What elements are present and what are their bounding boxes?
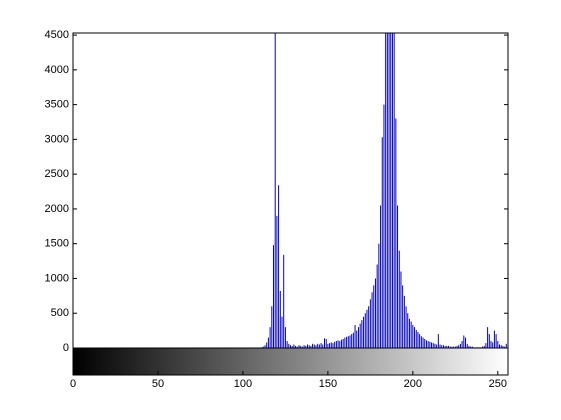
y-tick-label: 1500 bbox=[45, 238, 69, 250]
y-tick-label: 500 bbox=[51, 307, 69, 319]
colorbar-frame bbox=[72, 347, 509, 376]
x-tick-label: 200 bbox=[404, 378, 422, 390]
colorbar bbox=[73, 348, 508, 375]
y-tick-label: 1000 bbox=[45, 272, 69, 284]
x-tick-label: 0 bbox=[70, 378, 76, 390]
y-tick-label: 2500 bbox=[45, 168, 69, 180]
y-tick-label: 3500 bbox=[45, 99, 69, 111]
y-tick-label: 4500 bbox=[45, 29, 69, 41]
x-tick-label: 50 bbox=[152, 378, 164, 390]
plot-area bbox=[73, 33, 508, 348]
y-tick-label: 2000 bbox=[45, 203, 69, 215]
y-tick-label: 0 bbox=[63, 342, 69, 354]
x-tick-label: 150 bbox=[319, 378, 337, 390]
y-tick-label: 3000 bbox=[45, 133, 69, 145]
x-tick-label: 100 bbox=[234, 378, 252, 390]
y-tick-label: 4000 bbox=[45, 64, 69, 76]
x-tick-label: 250 bbox=[489, 378, 507, 390]
stems bbox=[259, 33, 507, 348]
